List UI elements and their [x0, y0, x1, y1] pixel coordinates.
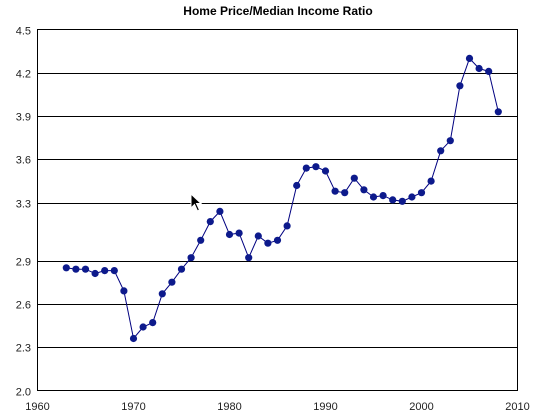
data-point: 1990: 3.52	[321, 167, 330, 175]
x-axis-ticks: 1960 1970 1980 1990 2000 2010	[25, 401, 529, 413]
data-point: 1997: 3.32	[389, 196, 397, 204]
data-point: 1971: 2.44	[139, 323, 147, 331]
y-tick-label: 2.9	[16, 257, 31, 269]
data-point: 2000: 3.37	[417, 189, 426, 197]
data-point: 1977: 3.04	[197, 236, 205, 244]
y-tick-label: 3.6	[16, 155, 31, 167]
data-point: 1982: 2.92	[245, 254, 253, 262]
plot-frame	[37, 29, 518, 391]
data-point: 1996: 3.35	[379, 192, 387, 200]
data-point: 1980: 3.08	[225, 230, 234, 239]
chart-title: Home Price/Median Income Ratio	[183, 4, 372, 18]
data-point: 1988: 3.54	[302, 164, 310, 172]
data-point: 1984: 3.02	[264, 239, 272, 247]
data-point: 1975: 2.84	[177, 265, 186, 273]
data-point: 1965: 2.84	[81, 265, 90, 273]
data-point: 2008: 3.93	[494, 108, 502, 116]
y-tick-label: 4.2	[16, 69, 31, 81]
data-point: 1968: 2.83	[110, 267, 118, 275]
data-point: 1979: 3.24	[216, 207, 224, 215]
data-point: 1970: 2.36	[129, 334, 138, 343]
x-tick-label: 2000	[409, 401, 433, 413]
y-tick-label: 3.3	[16, 199, 31, 211]
y-tick-label: 4.5	[16, 26, 31, 38]
data-point: 1978: 3.17	[206, 218, 214, 226]
data-point: 2007: 4.21	[485, 67, 493, 75]
data-point: 1967: 2.83	[101, 267, 109, 275]
data-point: 2005: 4.3	[465, 54, 474, 63]
data-point: 1998: 3.31	[398, 197, 406, 205]
x-tick-label: 1980	[217, 401, 241, 413]
series-line	[66, 57, 499, 340]
data-point: 1992: 3.37	[341, 189, 349, 197]
data-point: 1987: 3.42	[293, 181, 301, 190]
arrow-pointer-icon	[190, 193, 203, 212]
data-point: 1976: 2.92	[187, 254, 195, 262]
y-tick-label: 2.6	[16, 300, 31, 312]
data-point: 2002: 3.66	[437, 147, 445, 155]
data-point: 1995: 3.34	[369, 193, 378, 201]
data-point: 1985: 3.04	[273, 236, 282, 244]
data-point: 1993: 3.47	[350, 174, 358, 182]
y-axis-ticks: 2.0 2.3 2.6 2.9 3.3 3.6 3.9 4.2 4.5	[16, 26, 31, 399]
x-tick-label: 1990	[313, 401, 337, 413]
gridlines	[37, 73, 518, 348]
data-point: 2003: 3.73	[446, 137, 454, 145]
x-tick-label: 1960	[25, 401, 49, 413]
data-point: 1989: 3.55	[312, 163, 320, 171]
y-tick-label: 2.0	[16, 387, 31, 399]
data-point: 2001: 3.45	[427, 177, 435, 185]
data-point: 1974: 2.75	[168, 278, 176, 286]
data-point: 2006: 4.23	[475, 64, 483, 73]
data-point: 1994: 3.39	[360, 186, 368, 194]
x-tick-label: 2010	[505, 401, 529, 413]
data-point: 1983: 3.07	[254, 232, 262, 240]
data-point: 1986: 3.14	[283, 222, 291, 230]
x-tick-label: 1970	[121, 401, 145, 413]
data-point: 1981: 3.09	[235, 229, 243, 237]
data-points: 1963: 2.851964: 2.841965: 2.841966: 2.81…	[62, 54, 502, 343]
data-point: 1963: 2.85	[62, 264, 70, 272]
data-point: 1972: 2.47	[149, 319, 157, 327]
data-point: 1964: 2.84	[72, 265, 80, 273]
data-point: 1973: 2.67	[158, 290, 166, 298]
data-point: 2004: 4.11	[456, 82, 464, 90]
data-point: 1999: 3.34	[408, 193, 416, 201]
y-tick-label: 3.9	[16, 112, 31, 124]
data-point: 1991: 3.38	[331, 187, 339, 195]
data-point: 1969: 2.69	[120, 287, 128, 295]
y-tick-label: 2.3	[16, 343, 31, 355]
data-point: 1966: 2.81	[91, 269, 99, 278]
